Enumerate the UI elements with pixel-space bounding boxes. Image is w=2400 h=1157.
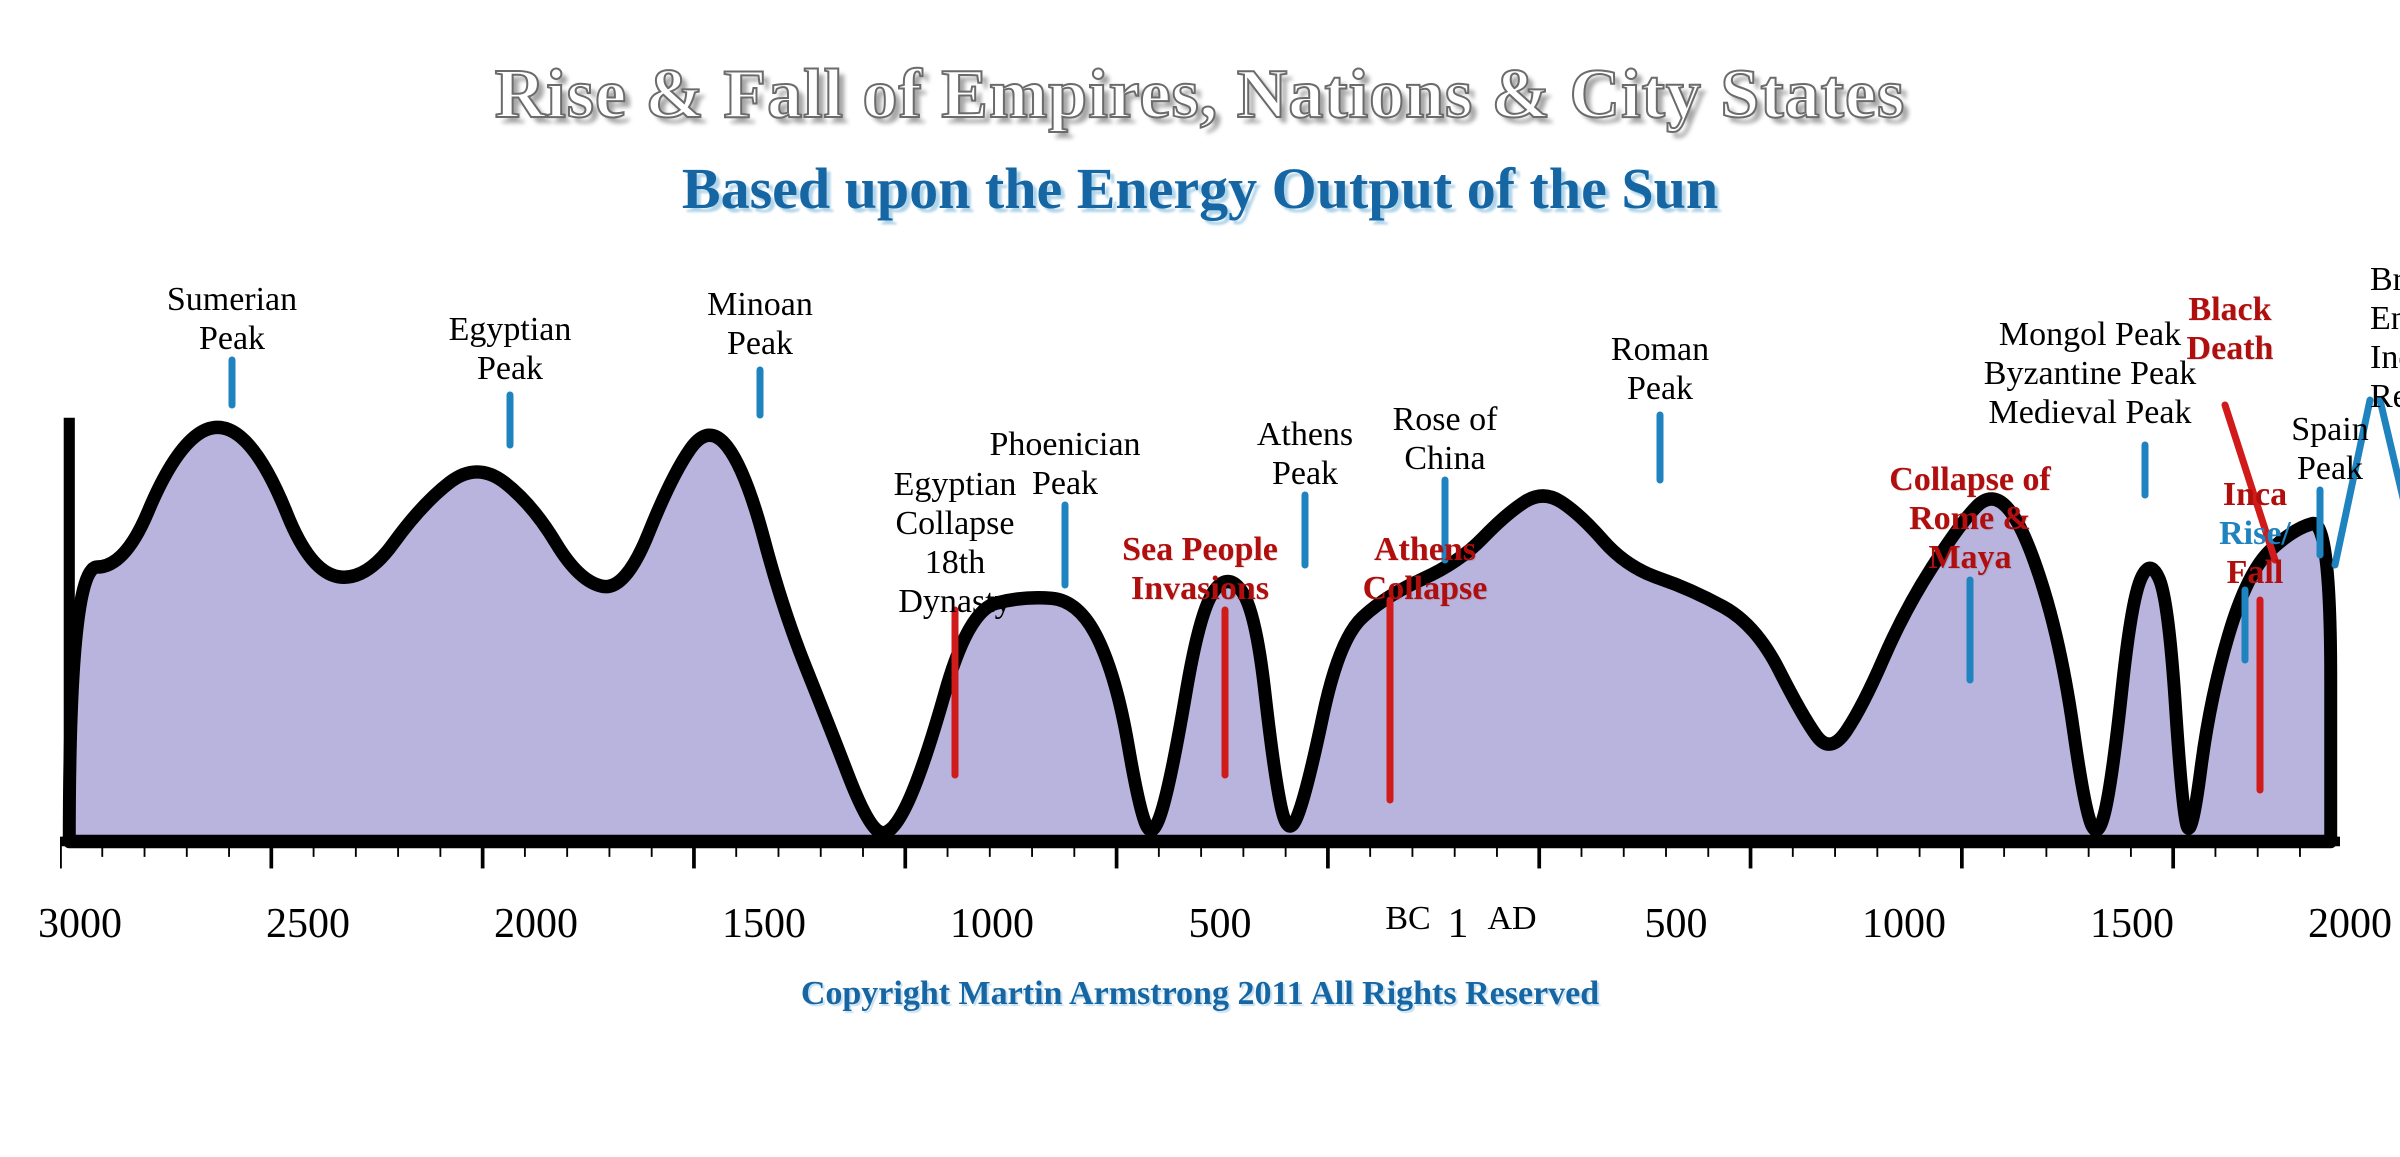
chart-svg [60,360,2340,880]
athens-peak-label: AthensPeak [1257,415,1353,493]
inca-label-rise: IncaRise/Fall [2219,475,2291,592]
phoenician-label: PhoenicianPeak [989,425,1140,503]
axis-label: 1500 [2090,900,2174,948]
british-label: British RiseEnlightenmentIndustrialRevol… [2370,260,2400,416]
axis-label: BC [1385,900,1430,938]
axis-label: 2000 [2308,900,2392,948]
axis-label: 500 [1645,900,1708,948]
axis-label: 1000 [950,900,1034,948]
axis-label: 3000 [38,900,122,948]
roman-peak-label: RomanPeak [1611,330,1709,408]
subtitle: Based upon the Energy Output of the Sun [0,155,2400,222]
chart-stage: Rise & Fall of Empires, Nations & City S… [0,0,2400,1157]
axis-label: 1500 [722,900,806,948]
minoan-label: MinoanPeak [707,285,813,363]
british-tick-2 [2380,400,2400,570]
axis-label: 2000 [494,900,578,948]
copyright-line: Copyright Martin Armstrong 2011 All Righ… [0,975,2400,1013]
sumerian-label: SumerianPeak [167,280,297,358]
axis-label: 1000 [1862,900,1946,948]
axis-label: 500 [1189,900,1252,948]
axis-label: AD [1487,900,1536,938]
athens-collapse-label: AthensCollapse [1363,530,1488,608]
main-title: Rise & Fall of Empires, Nations & City S… [0,55,2400,135]
egyptian-label: EgyptianPeak [449,310,572,388]
black-death-label: BlackDeath [2187,290,2274,368]
axis-label: 1 [1448,900,1469,948]
axis-label: 2500 [266,900,350,948]
rose-china-label: Rose ofChina [1393,400,1498,478]
rome-maya-label: Collapse ofRome &Maya [1889,460,2051,577]
sea-people-label: Sea PeopleInvasions [1122,530,1278,608]
timeline-chart [60,360,2340,880]
spain-label: SpainPeak [2291,410,2368,488]
axis-labels: 30002500200015001000500BC1AD500100015002… [60,900,2340,960]
mongol-label: Mongol PeakByzantine PeakMedieval Peak [1984,315,2196,432]
